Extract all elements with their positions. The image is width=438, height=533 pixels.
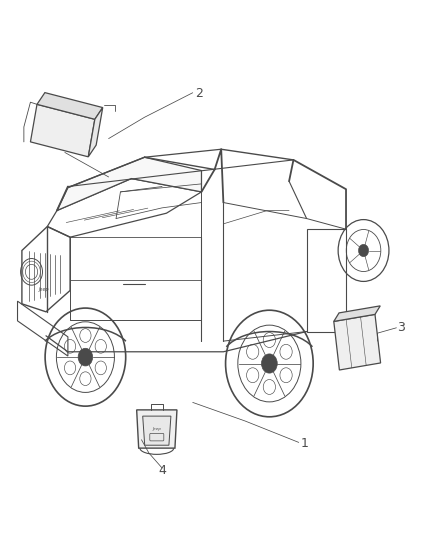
Polygon shape bbox=[37, 93, 103, 119]
Polygon shape bbox=[334, 314, 381, 370]
Text: 1: 1 bbox=[300, 437, 308, 450]
Circle shape bbox=[261, 354, 277, 373]
Circle shape bbox=[78, 348, 93, 366]
Text: 3: 3 bbox=[397, 321, 405, 334]
Polygon shape bbox=[334, 306, 380, 321]
Polygon shape bbox=[57, 157, 201, 211]
Polygon shape bbox=[88, 108, 103, 157]
Text: 4: 4 bbox=[158, 464, 166, 477]
Text: 2: 2 bbox=[195, 87, 203, 100]
Polygon shape bbox=[143, 416, 171, 445]
Circle shape bbox=[358, 244, 369, 257]
Polygon shape bbox=[30, 104, 95, 157]
Polygon shape bbox=[137, 410, 177, 448]
Text: Jeep: Jeep bbox=[152, 426, 161, 431]
Text: Jeep: Jeep bbox=[39, 287, 49, 293]
